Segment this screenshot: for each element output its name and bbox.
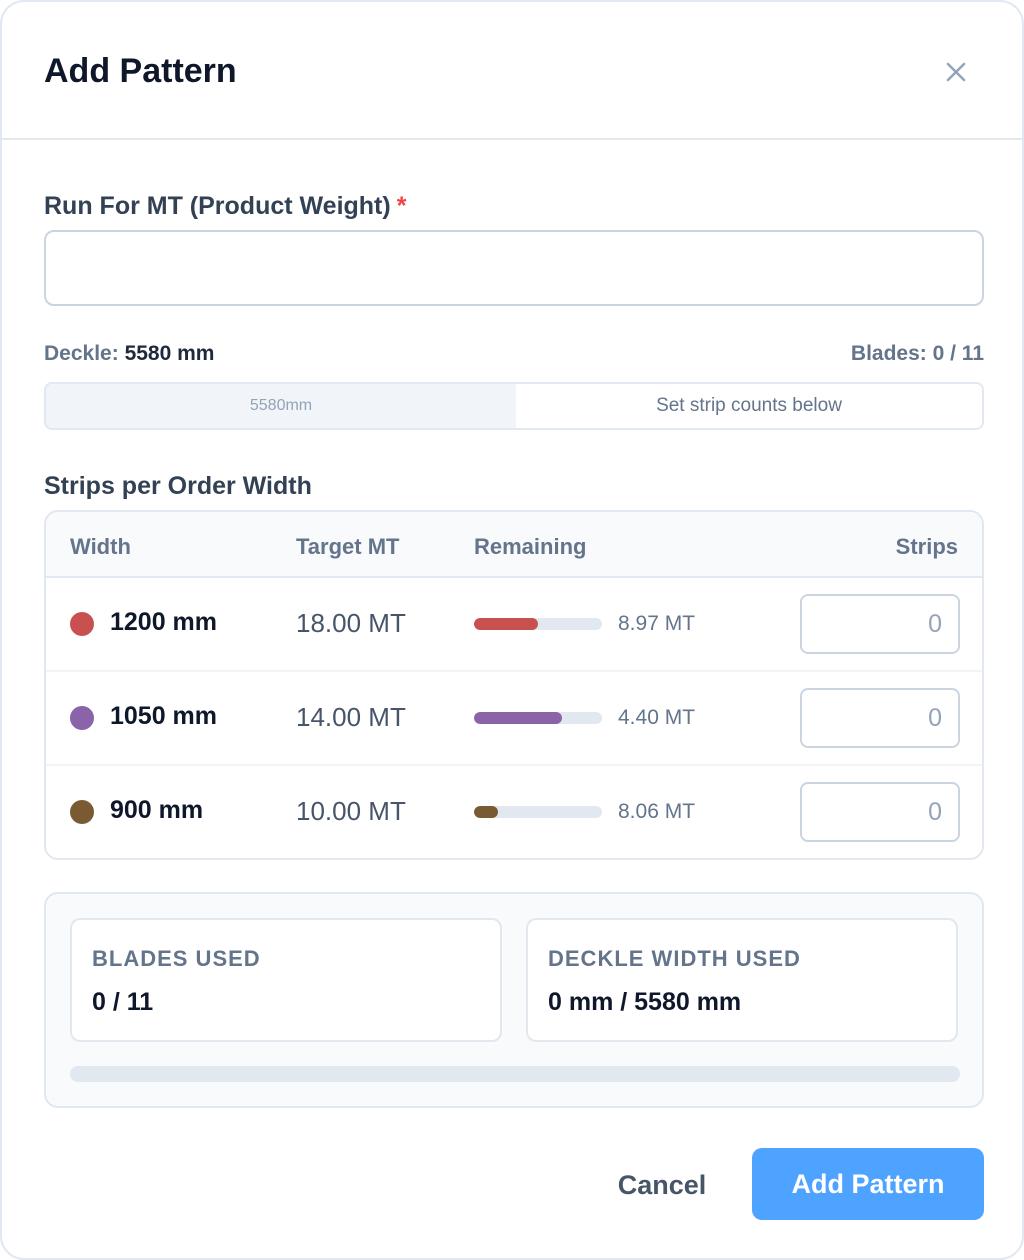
- width-color-dot: [70, 706, 94, 730]
- row-width: 1050 mm: [110, 702, 218, 730]
- row-remaining: 8.97 MT: [618, 612, 696, 635]
- remaining-bar: [474, 806, 602, 818]
- row-target: 10.00 MT: [296, 796, 406, 826]
- deckle-used-label: DECKLE WIDTH USED: [548, 946, 801, 971]
- strips-input[interactable]: [800, 782, 960, 842]
- blades-used-label: BLADES USED: [92, 946, 261, 971]
- row-target: 14.00 MT: [296, 702, 406, 732]
- usage-summary: BLADES USED 0 / 11 DECKLE WIDTH USED 0 m…: [44, 892, 984, 1108]
- header-target: Target MT: [296, 534, 400, 559]
- remaining-bar-fill: [474, 618, 538, 630]
- row-width: 1200 mm: [110, 608, 218, 636]
- dialog-header: Add Pattern: [2, 2, 1022, 140]
- remaining-bar: [474, 618, 602, 630]
- blades-count: Blades: 0 / 11: [850, 342, 984, 365]
- blades-used-card: BLADES USED 0 / 11: [70, 918, 502, 1042]
- deckle-bar: 5580mm Set strip counts below: [44, 382, 984, 430]
- strips-table: Width Target MT Remaining Strips 1200 mm…: [44, 510, 984, 860]
- width-color-dot: [70, 612, 94, 636]
- row-remaining: 8.06 MT: [618, 800, 696, 823]
- table-row: 1200 mm 18.00 MT 8.97 MT: [46, 578, 982, 672]
- remaining-bar-fill: [474, 806, 499, 818]
- remaining-bar-fill: [474, 712, 563, 724]
- required-mark: *: [396, 192, 407, 220]
- strips-input[interactable]: [800, 594, 960, 654]
- row-target: 18.00 MT: [296, 608, 406, 638]
- row-width: 900 mm: [110, 796, 204, 824]
- deckle-bar-segment: 5580mm: [46, 384, 516, 428]
- strips-input[interactable]: [800, 688, 960, 748]
- add-pattern-button[interactable]: Add Pattern: [752, 1148, 984, 1220]
- dialog-title: Add Pattern: [44, 52, 237, 90]
- deckle-used-value: 0 mm / 5580 mm: [548, 988, 742, 1016]
- deckle-used-card: DECKLE WIDTH USED 0 mm / 5580 mm: [526, 918, 958, 1042]
- run-for-label: Run For MT (Product Weight) *: [44, 192, 406, 221]
- table-row: 900 mm 10.00 MT 8.06 MT: [46, 766, 982, 858]
- strips-table-header: Width Target MT Remaining Strips: [46, 512, 982, 578]
- header-remaining: Remaining: [474, 534, 587, 559]
- deckle-label-text: Deckle:: [44, 342, 119, 365]
- run-for-label-text: Run For MT (Product Weight): [44, 192, 391, 220]
- deckle-label: Deckle: 5580 mm: [44, 342, 214, 366]
- table-row: 1050 mm 14.00 MT 4.40 MT: [46, 672, 982, 766]
- close-icon[interactable]: [940, 56, 972, 88]
- header-width: Width: [70, 534, 131, 559]
- blades-used-value: 0 / 11: [92, 988, 154, 1016]
- deckle-bar-hint: Set strip counts below: [516, 384, 982, 428]
- header-strips: Strips: [895, 534, 958, 559]
- width-color-dot: [70, 800, 94, 824]
- deckle-value: 5580 mm: [124, 342, 215, 365]
- usage-progress-bar: [70, 1066, 960, 1082]
- remaining-bar: [474, 712, 602, 724]
- cancel-button[interactable]: Cancel: [596, 1150, 728, 1220]
- row-remaining: 4.40 MT: [618, 706, 696, 729]
- strips-section-title: Strips per Order Width: [44, 472, 312, 500]
- run-for-mt-input[interactable]: [44, 230, 984, 306]
